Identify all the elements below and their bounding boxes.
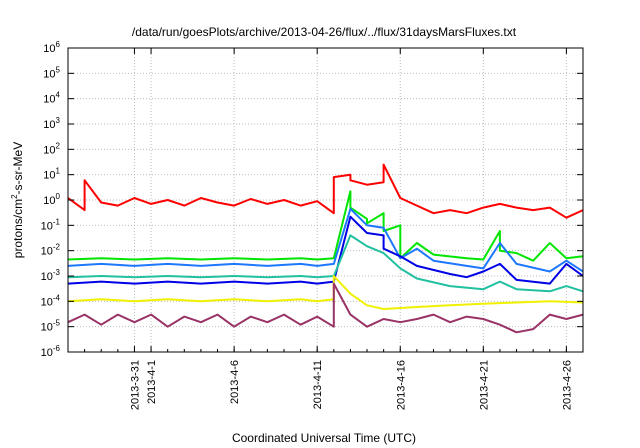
y-tick-base: 10: [43, 170, 55, 182]
x-tick-label: 2013-4-26: [561, 360, 573, 410]
x-axis-label: Coordinated Universal Time (UTC): [232, 431, 416, 445]
y-tick-base: 10: [41, 322, 53, 334]
x-tick-label: 2013-4-6: [229, 360, 241, 404]
series-line: [67, 215, 584, 285]
y-tick-exponent: 6: [56, 40, 61, 49]
y-tick-label: 10-3: [41, 268, 61, 283]
x-tick-label: 2013-4-1: [146, 360, 158, 404]
x-tick-label: 2013-3-31: [129, 360, 141, 410]
y-tick-label: 10-1: [41, 217, 61, 232]
y-tick-label: 102: [43, 141, 60, 156]
y-tick-base: 10: [43, 119, 55, 131]
y-tick-base: 10: [43, 94, 55, 106]
y-tick-exponent: 1: [56, 167, 61, 176]
grid: [68, 48, 583, 352]
series-lines: [67, 163, 584, 334]
y-tick-exponent: 5: [56, 65, 61, 74]
y-tick-label: 10-6: [41, 344, 61, 359]
y-tick-label: 100: [43, 192, 60, 207]
y-tick-label: 104: [43, 91, 60, 106]
y-tick-exponent: -4: [53, 293, 61, 302]
y-tick-exponent: -2: [53, 243, 61, 252]
y-tick-base: 10: [41, 246, 53, 258]
y-tick-label: 10-2: [41, 243, 61, 258]
y-tick-label: 101: [43, 167, 60, 182]
y-tick-label: 10-4: [41, 293, 61, 308]
y-label-exponent: 2: [10, 194, 19, 199]
y-tick-exponent: -1: [53, 217, 61, 226]
y-tick-label: 10-5: [41, 319, 61, 334]
y-axis-label: protons/cm2-s-sr-MeV: [10, 142, 25, 258]
series-line: [67, 282, 584, 334]
series-line: [67, 275, 584, 310]
axis-ticks: 10-610-510-410-310-210-11001011021031041…: [41, 40, 584, 410]
series-line: [67, 163, 584, 219]
y-tick-exponent: -6: [53, 344, 61, 353]
y-tick-base: 10: [43, 68, 55, 80]
y-tick-base: 10: [41, 271, 53, 283]
y-tick-exponent: 3: [56, 116, 61, 125]
y-tick-base: 10: [43, 43, 55, 55]
x-tick-label: 2013-4-16: [395, 360, 407, 410]
series-line: [67, 207, 584, 273]
y-tick-exponent: 0: [56, 192, 61, 201]
y-tick-exponent: -5: [53, 319, 61, 328]
y-tick-label: 106: [43, 40, 60, 55]
y-tick-label: 105: [43, 65, 60, 80]
y-tick-base: 10: [41, 220, 53, 232]
y-tick-base: 10: [41, 296, 53, 308]
y-tick-base: 10: [41, 347, 53, 359]
y-tick-label: 103: [43, 116, 60, 131]
plot-frame: [67, 47, 584, 353]
y-tick-base: 10: [43, 195, 55, 207]
y-label-prefix: protons/cm: [11, 199, 25, 258]
y-label-suffix: -s-sr-MeV: [11, 142, 25, 195]
series-line: [67, 234, 584, 293]
y-tick-base: 10: [43, 144, 55, 156]
y-tick-exponent: -3: [53, 268, 61, 277]
y-tick-exponent: 4: [56, 91, 61, 100]
x-tick-label: 2013-4-11: [312, 360, 324, 409]
y-tick-exponent: 2: [56, 141, 61, 150]
chart-title: /data/run/goesPlots/archive/2013-04-26/f…: [132, 25, 517, 39]
x-tick-label: 2013-4-21: [478, 360, 490, 410]
